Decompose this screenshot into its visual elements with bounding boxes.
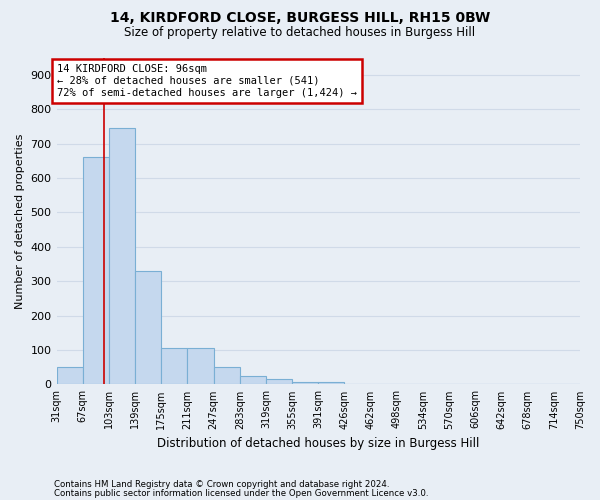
Bar xyxy=(318,382,344,384)
Bar xyxy=(240,376,266,384)
Bar xyxy=(187,348,214,385)
X-axis label: Distribution of detached houses by size in Burgess Hill: Distribution of detached houses by size … xyxy=(157,437,479,450)
Text: 14 KIRDFORD CLOSE: 96sqm
← 28% of detached houses are smaller (541)
72% of semi-: 14 KIRDFORD CLOSE: 96sqm ← 28% of detach… xyxy=(57,64,357,98)
Bar xyxy=(109,128,135,384)
Y-axis label: Number of detached properties: Number of detached properties xyxy=(15,134,25,308)
Bar xyxy=(292,382,318,384)
Bar xyxy=(161,348,187,385)
Text: Contains public sector information licensed under the Open Government Licence v3: Contains public sector information licen… xyxy=(54,489,428,498)
Bar xyxy=(135,271,161,384)
Text: Size of property relative to detached houses in Burgess Hill: Size of property relative to detached ho… xyxy=(124,26,476,39)
Bar xyxy=(83,158,109,384)
Text: 14, KIRDFORD CLOSE, BURGESS HILL, RH15 0BW: 14, KIRDFORD CLOSE, BURGESS HILL, RH15 0… xyxy=(110,12,490,26)
Bar xyxy=(266,380,292,384)
Bar xyxy=(56,367,83,384)
Text: Contains HM Land Registry data © Crown copyright and database right 2024.: Contains HM Land Registry data © Crown c… xyxy=(54,480,389,489)
Bar xyxy=(214,367,240,384)
